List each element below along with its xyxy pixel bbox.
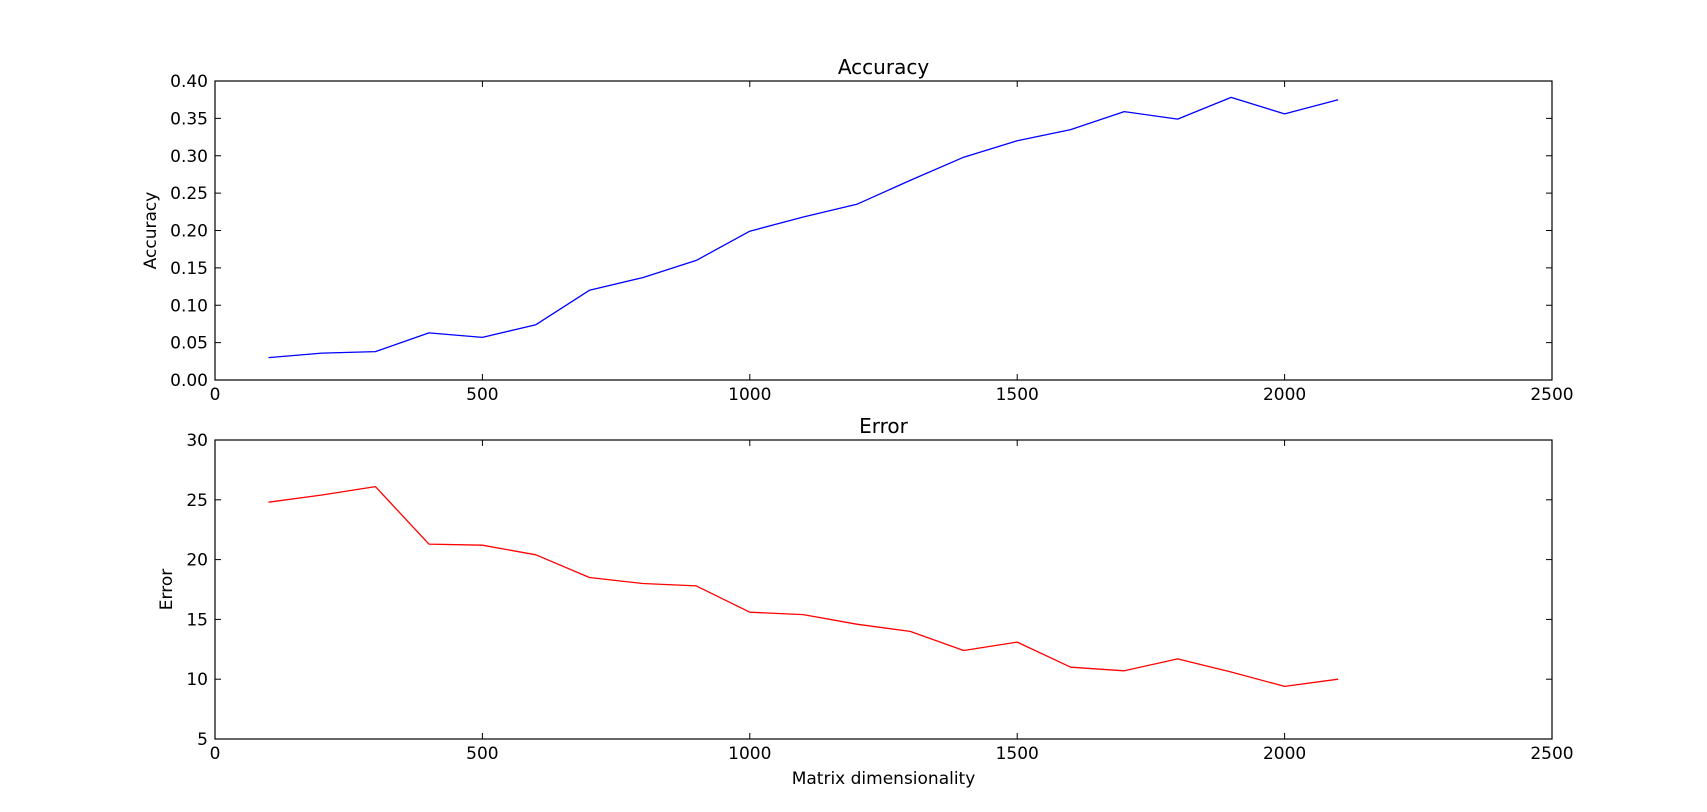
x-tick-label: 1000 — [728, 385, 771, 405]
series-line — [268, 96, 1339, 359]
y-tick-label: 15 — [186, 610, 208, 630]
series-line — [268, 485, 1339, 688]
y-tick-label: 0.00 — [170, 371, 208, 391]
chart-2: Error 0 500 1000 1500 2000 2500 5 10 15 20 25 30 Erro… — [157, 414, 1574, 789]
y-tick-label: 25 — [186, 491, 208, 511]
x-tick-label: 1000 — [728, 744, 771, 764]
x-tick-label: 2500 — [1530, 385, 1573, 405]
chart-1: Accuracy 0 500 1000 1500 2000 2500 0.00 0.05 0.10… — [141, 55, 1574, 405]
plot-frame — [214, 439, 1553, 740]
x-tick-label: 1500 — [996, 385, 1039, 405]
y-axis-label: Accuracy — [141, 192, 161, 270]
y-axis-label: Error — [157, 569, 177, 610]
y-tick-label: 0.25 — [170, 184, 208, 204]
y-tick-label: 0.05 — [170, 334, 208, 354]
x-tick-label: 500 — [466, 385, 498, 405]
y-tick-label: 0.35 — [170, 109, 208, 129]
x-tick-label: 500 — [466, 744, 498, 764]
x-tick-label: 2500 — [1530, 744, 1573, 764]
x-tick-label: 0 — [210, 385, 221, 405]
y-tick-label: 0.20 — [170, 222, 208, 242]
plot-frame — [214, 80, 1553, 381]
chart-title: Error — [859, 414, 909, 438]
y-tick-label: 10 — [186, 670, 208, 690]
y-tick-label: 0.15 — [170, 259, 208, 279]
y-tick-label: 20 — [186, 551, 208, 571]
y-tick-label: 30 — [186, 431, 208, 451]
y-tick-label: 0.10 — [170, 296, 208, 316]
x-tick-label: 1500 — [996, 744, 1039, 764]
y-tick-label: 0.30 — [170, 147, 208, 167]
chart-title: Accuracy — [838, 55, 929, 79]
y-tick-label: 5 — [197, 730, 208, 750]
x-tick-label: 2000 — [1263, 744, 1306, 764]
y-tick-label: 0.40 — [170, 72, 208, 92]
x-tick-label: 2000 — [1263, 385, 1306, 405]
x-axis-label: Matrix dimensionality — [792, 769, 976, 789]
x-tick-label: 0 — [210, 744, 221, 764]
